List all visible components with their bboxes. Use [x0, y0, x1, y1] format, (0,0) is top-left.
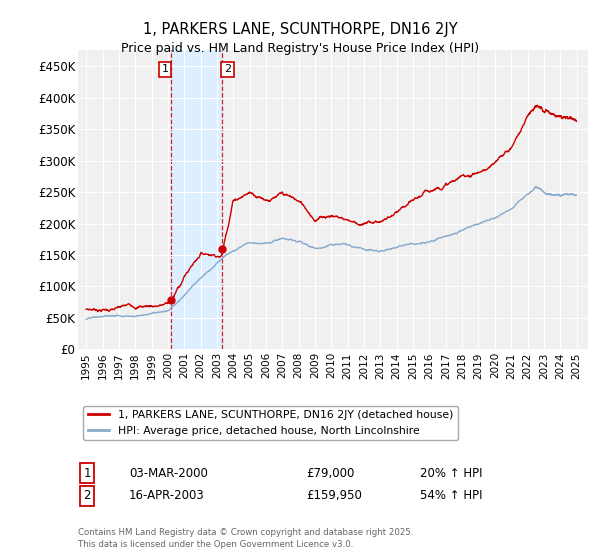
- Text: 20% ↑ HPI: 20% ↑ HPI: [420, 466, 482, 480]
- Legend: 1, PARKERS LANE, SCUNTHORPE, DN16 2JY (detached house), HPI: Average price, deta: 1, PARKERS LANE, SCUNTHORPE, DN16 2JY (d…: [83, 406, 458, 440]
- Text: 2: 2: [224, 64, 231, 74]
- Bar: [170, 50, 221, 349]
- Text: 2: 2: [83, 489, 91, 502]
- Text: £159,950: £159,950: [306, 489, 362, 502]
- Text: Contains HM Land Registry data © Crown copyright and database right 2025.
This d: Contains HM Land Registry data © Crown c…: [78, 528, 413, 549]
- Text: 03-MAR-2000: 03-MAR-2000: [129, 466, 208, 480]
- Text: 54% ↑ HPI: 54% ↑ HPI: [420, 489, 482, 502]
- Text: 1, PARKERS LANE, SCUNTHORPE, DN16 2JY: 1, PARKERS LANE, SCUNTHORPE, DN16 2JY: [143, 22, 457, 38]
- Text: 1: 1: [83, 466, 91, 480]
- Text: 16-APR-2003: 16-APR-2003: [129, 489, 205, 502]
- Text: £79,000: £79,000: [306, 466, 355, 480]
- Text: 1: 1: [161, 64, 169, 74]
- Text: Price paid vs. HM Land Registry's House Price Index (HPI): Price paid vs. HM Land Registry's House …: [121, 42, 479, 55]
